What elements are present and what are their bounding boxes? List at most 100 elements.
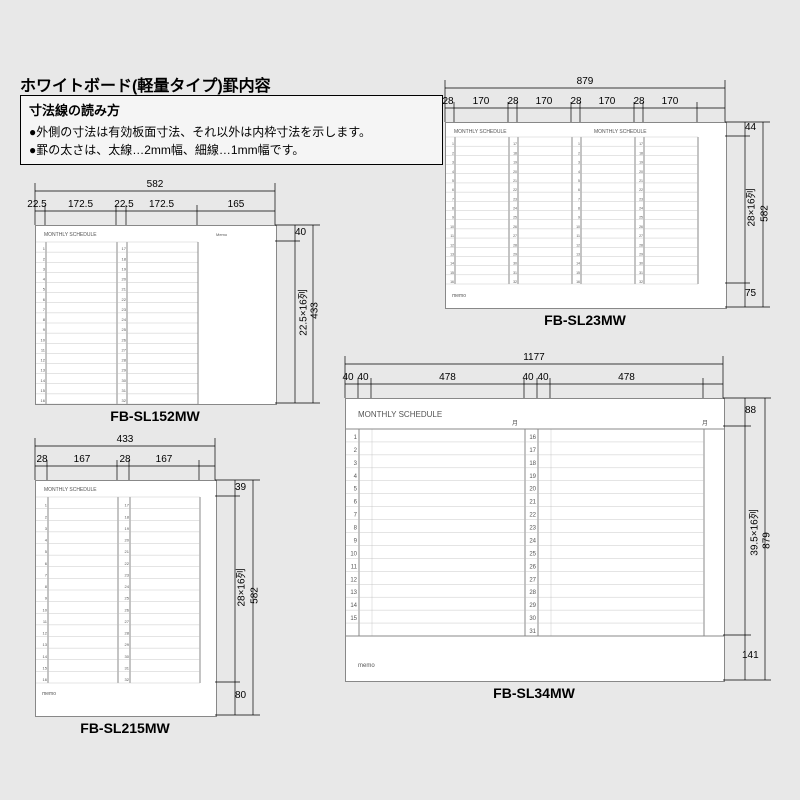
svg-text:4: 4	[578, 170, 580, 174]
svg-text:11: 11	[450, 234, 454, 238]
svg-text:3: 3	[43, 266, 46, 271]
svg-text:31: 31	[122, 388, 127, 393]
svg-text:12: 12	[350, 577, 357, 583]
note-line-1: ●外側の寸法は有効板面寸法、それ以外は内枠寸法を示します。	[29, 123, 434, 141]
dim-sl215-total-w: 433	[35, 434, 215, 445]
svg-text:1: 1	[43, 246, 46, 251]
svg-text:23: 23	[639, 197, 643, 201]
svg-text:6: 6	[578, 188, 580, 192]
svg-text:12: 12	[576, 243, 580, 247]
svg-text:22: 22	[122, 297, 127, 302]
svg-text:13: 13	[350, 590, 357, 596]
svg-text:10: 10	[43, 607, 48, 612]
svg-text:27: 27	[513, 234, 517, 238]
svg-text:10: 10	[350, 551, 357, 557]
svg-text:MONTHLY SCHEDULE: MONTHLY SCHEDULE	[594, 129, 647, 135]
svg-text:14: 14	[43, 654, 48, 659]
board-header-text: MONTHLY SCHEDULE	[44, 232, 97, 238]
board-header-text: MONTHLY SCHEDULE	[358, 410, 442, 419]
svg-text:3: 3	[578, 161, 580, 165]
dim-sl215-rowspec: 28×16列	[233, 558, 248, 618]
svg-text:27: 27	[529, 577, 536, 583]
svg-text:32: 32	[125, 677, 130, 682]
svg-text:18: 18	[122, 256, 127, 261]
svg-text:15: 15	[450, 271, 454, 275]
svg-text:5: 5	[354, 487, 358, 493]
board-sl152mw: MONTHLY SCHEDULE Memo 123456789101112131…	[35, 225, 277, 405]
svg-text:24: 24	[639, 207, 643, 211]
svg-text:30: 30	[122, 378, 127, 383]
svg-text:31: 31	[513, 271, 517, 275]
board-sl215mw: MONTHLY SCHEDULE 12345678910111213141516…	[35, 480, 217, 717]
svg-text:7: 7	[354, 513, 358, 519]
dim-sl152-c1w: 172.5	[45, 199, 116, 210]
svg-text:22: 22	[125, 561, 130, 566]
svg-text:16: 16	[41, 398, 46, 403]
svg-text:28: 28	[529, 590, 536, 596]
svg-text:11: 11	[351, 564, 358, 570]
svg-text:5: 5	[578, 179, 580, 183]
dim-sl215-c2w: 167	[129, 454, 199, 465]
svg-text:6: 6	[452, 188, 454, 192]
svg-text:28: 28	[122, 358, 127, 363]
svg-text:29: 29	[513, 252, 517, 256]
svg-text:19: 19	[513, 161, 517, 165]
svg-text:20: 20	[122, 277, 127, 282]
svg-text:13: 13	[450, 252, 454, 256]
board-header-text: MONTHLY SCHEDULE	[454, 129, 507, 135]
dim-sl34-both: 141	[742, 650, 759, 661]
svg-text:21: 21	[639, 179, 643, 183]
svg-text:9: 9	[578, 216, 580, 220]
svg-text:2: 2	[452, 151, 454, 155]
svg-text:18: 18	[639, 151, 643, 155]
svg-text:4: 4	[43, 277, 46, 282]
svg-text:21: 21	[529, 500, 536, 506]
svg-text:20: 20	[529, 487, 536, 493]
svg-text:8: 8	[452, 207, 454, 211]
svg-text:2: 2	[578, 151, 580, 155]
svg-text:1: 1	[45, 503, 48, 508]
board-sl23mw: MONTHLY SCHEDULE MONTHLY SCHEDULE 12 3 4 5 6…	[445, 122, 727, 309]
dim-sl215-toph: 39	[235, 482, 246, 493]
svg-text:15: 15	[41, 388, 46, 393]
svg-text:29: 29	[122, 368, 127, 373]
svg-text:24: 24	[125, 584, 130, 589]
svg-text:20: 20	[639, 170, 643, 174]
dim-sl215-totalh: 582	[250, 581, 261, 611]
dimension-notes-box: 寸法線の読み方 ●外側の寸法は有効板面寸法、それ以外は内枠寸法を示します。 ●罫…	[20, 95, 443, 165]
dim-sl34-c1: 478	[371, 372, 524, 383]
dim-sl152-toph: 40	[295, 227, 306, 238]
svg-text:6: 6	[43, 297, 46, 302]
label-sl23mw: FB-SL23MW	[445, 312, 725, 328]
svg-text:30: 30	[125, 654, 130, 659]
svg-text:8: 8	[354, 526, 358, 532]
svg-text:17: 17	[122, 246, 127, 251]
svg-text:31: 31	[125, 665, 130, 670]
svg-text:16: 16	[450, 280, 454, 284]
svg-text:8: 8	[43, 317, 46, 322]
svg-text:4: 4	[45, 538, 48, 543]
svg-text:19: 19	[125, 526, 130, 531]
svg-text:25: 25	[122, 327, 127, 332]
dim-sl152-total-w: 582	[35, 179, 275, 190]
svg-text:25: 25	[529, 551, 536, 557]
svg-text:24: 24	[513, 207, 517, 211]
board-header-text: MONTHLY SCHEDULE	[44, 487, 97, 493]
dim-sl34-n1b: 40	[353, 372, 373, 383]
svg-text:22: 22	[513, 188, 517, 192]
svg-text:13: 13	[41, 368, 46, 373]
svg-text:memo: memo	[42, 691, 56, 697]
svg-text:12: 12	[41, 358, 46, 363]
svg-text:32: 32	[639, 280, 643, 284]
svg-text:32: 32	[513, 280, 517, 284]
svg-text:23: 23	[125, 572, 130, 577]
dim-sl215-c1w: 167	[47, 454, 117, 465]
svg-text:23: 23	[122, 307, 127, 312]
svg-text:26: 26	[125, 607, 130, 612]
svg-text:5: 5	[43, 287, 46, 292]
page-title: ホワイトボード(軽量タイプ)罫内容	[20, 72, 271, 96]
svg-text:29: 29	[125, 642, 130, 647]
note-title: 寸法線の読み方	[29, 101, 434, 121]
svg-text:Memo: Memo	[216, 232, 228, 237]
svg-text:20: 20	[125, 538, 130, 543]
